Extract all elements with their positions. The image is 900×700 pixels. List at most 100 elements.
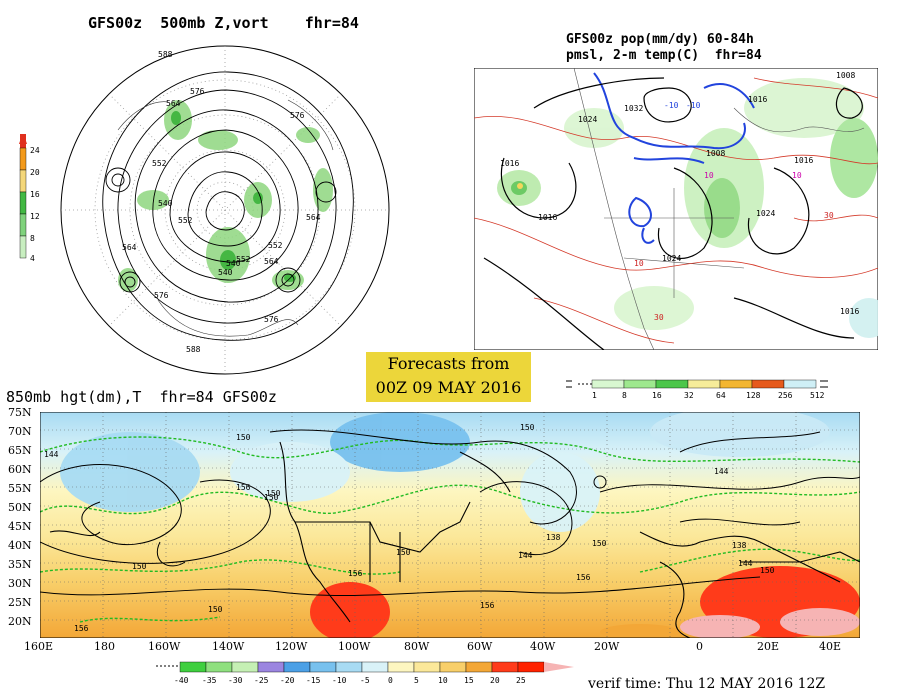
- lon-label: 20W: [594, 640, 620, 653]
- h850-colorbar-label: -15: [306, 676, 321, 685]
- lon-label: 160W: [148, 640, 181, 653]
- polar-panel-title: GFS00z 500mb Z,vort fhr=84: [88, 14, 359, 32]
- polar-colorbar-label: 16: [30, 190, 40, 199]
- lat-label: 50N: [8, 501, 32, 514]
- h850-lat-axis: 75N 70N 65N 60N 55N 50N 45N 40N 35N 30N …: [8, 406, 40, 636]
- h850-colorbar: -40 -35 -30 -25 -20 -15 -10 -5 0 5 10 15…: [154, 660, 594, 692]
- polar-contour-label: 576: [154, 291, 169, 300]
- h850-colorbar-label: 15: [464, 676, 474, 685]
- lat-label: 75N: [8, 406, 32, 419]
- h850-colorbar-label: -10: [332, 676, 347, 685]
- h850-colorbar-label: -35: [202, 676, 217, 685]
- h850-contour-label: 150: [592, 539, 607, 548]
- polar-colorbar: 24 20 16 12 8 4: [16, 134, 42, 264]
- lon-label: 100W: [338, 640, 371, 653]
- polar-contour-label: 564: [166, 99, 181, 108]
- forecast-init-line2: 00Z 09 MAY 2016: [375, 378, 522, 397]
- h850-colorbar-label: 20: [490, 676, 500, 685]
- lat-label: 55N: [8, 482, 32, 495]
- lon-label: 120W: [275, 640, 308, 653]
- h850-colorbar-label: -30: [228, 676, 243, 685]
- precip-colorbar-label: 8: [622, 391, 627, 400]
- h850-contour-label: 156: [480, 601, 495, 610]
- precip-colorbar-label: 64: [716, 391, 726, 400]
- polar-contour-label: 564: [264, 257, 279, 266]
- polar-contour-label: 564: [306, 213, 321, 222]
- forecast-init-box: Forecasts from 00Z 09 MAY 2016: [366, 352, 531, 402]
- precip-isobar-label: 1016: [538, 213, 557, 222]
- polar-contour-label: 576: [264, 315, 279, 324]
- precip-isobar-label: 1024: [756, 209, 775, 218]
- polar-contour-label: 552: [268, 241, 283, 250]
- precip-isobar-label: 1032: [624, 104, 643, 113]
- lon-label: 160E: [24, 640, 54, 653]
- polar-colorbar-label: 12: [30, 212, 40, 221]
- precip-isobar-label: 1016: [794, 156, 813, 165]
- lat-label: 70N: [8, 425, 32, 438]
- h850-colorbar-label: -25: [254, 676, 269, 685]
- polar-contour-label: 552: [152, 159, 167, 168]
- h850-contour-label: 156: [576, 573, 591, 582]
- precip-temp-label: 30: [654, 313, 664, 322]
- polar-contour-label: 540: [158, 199, 173, 208]
- forecast-init-line1: Forecasts from: [387, 354, 510, 373]
- verification-time: verif time: Thu 12 MAY 2016 12Z: [588, 676, 826, 692]
- precip-panel-title-line1: GFS00z pop(mm/dy) 60-84h: [566, 32, 754, 47]
- h850-lon-axis: 160E 180 160W 140W 120W 100W 80W 60W 40W…: [24, 640, 884, 656]
- lon-label: 140W: [212, 640, 245, 653]
- precip-temp-label: 10: [704, 171, 714, 180]
- h850-contour-label: 150: [264, 493, 279, 502]
- lat-label: 30N: [8, 577, 32, 590]
- polar-colorbar-label: 4: [30, 254, 35, 263]
- precip-isobar-label: 1016: [840, 307, 859, 316]
- lon-label: 0: [696, 640, 703, 653]
- polar-contour-label: 576: [290, 111, 305, 120]
- polar-contour-label: 588: [158, 50, 173, 59]
- precip-temp-label: 10: [792, 171, 802, 180]
- precip-colorbar-label: 32: [684, 391, 694, 400]
- polar-contour-label: 540: [218, 268, 233, 277]
- precip-colorbar-label: 16: [652, 391, 662, 400]
- h850-contour-label: 150: [760, 566, 775, 575]
- polar-colorbar-label: 20: [30, 168, 40, 177]
- lat-label: 35N: [8, 558, 32, 571]
- precip-temp-label: 10: [634, 259, 644, 268]
- polar-contour-label: 540: [226, 259, 241, 268]
- lon-label: 40E: [819, 640, 842, 653]
- h850-colorbar-label: -40: [174, 676, 189, 685]
- h850-colorbar-label: 0: [388, 676, 393, 685]
- h850-contour-label: 144: [44, 450, 59, 459]
- precip-isobar-label: 1024: [578, 115, 597, 124]
- h850-colorbar-label: 10: [438, 676, 448, 685]
- lat-label: 25N: [8, 596, 32, 609]
- precip-colorbar-label: 512: [810, 391, 825, 400]
- lon-label: 60W: [467, 640, 493, 653]
- precip-colorbar-label: 1: [592, 391, 597, 400]
- h850-map: 144 150 156 150 150 150 156 144 138 150 …: [40, 412, 860, 638]
- h850-colorbar-label: 25: [516, 676, 526, 685]
- polar-map: 588 576 564 552 540 552 564 576 540 552 …: [60, 45, 390, 375]
- lon-label: 40W: [530, 640, 556, 653]
- precip-isobar-label: 1024: [662, 254, 681, 263]
- lat-label: 45N: [8, 520, 32, 533]
- h850-contour-label: 144: [738, 559, 753, 568]
- h850-contour-label: 150: [520, 423, 535, 432]
- h850-colorbar-label: -20: [280, 676, 295, 685]
- precip-panel-title-line2: pmsl, 2-m temp(C) fhr=84: [566, 48, 762, 63]
- h850-contour-label: 150: [208, 605, 223, 614]
- precip-isobar-label: 1008: [836, 71, 855, 80]
- lat-label: 60N: [8, 463, 32, 476]
- lat-label: 20N: [8, 615, 32, 628]
- polar-colorbar-label: 24: [30, 146, 40, 155]
- h850-colorbar-label: 5: [414, 676, 419, 685]
- h850-colorbar-label: -5: [360, 676, 370, 685]
- polar-colorbar-label: 8: [30, 234, 35, 243]
- h850-contour-label: 156: [74, 624, 89, 633]
- h850-contour-label: 150: [396, 548, 411, 557]
- precip-isobar-label: 1016: [748, 95, 767, 104]
- precip-isobar-label: 1008: [706, 149, 725, 158]
- polar-contour-label: 564: [122, 243, 137, 252]
- h850-contour-label: 144: [518, 551, 533, 560]
- h850-contour-label: 156: [348, 569, 363, 578]
- precip-colorbar-label: 256: [778, 391, 793, 400]
